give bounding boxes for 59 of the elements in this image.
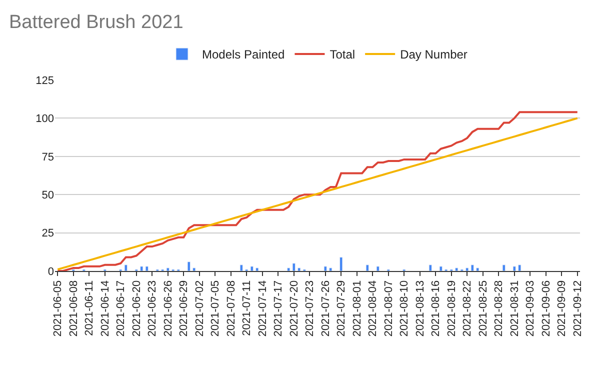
bar (366, 264, 369, 271)
bar (329, 268, 332, 271)
chart-title: Battered Brush 2021 (9, 12, 184, 34)
x-tick-label: 2021-08-28 (493, 280, 506, 337)
x-tick-label: 2021-06-08 (68, 280, 80, 337)
legend-label: Models Painted (202, 48, 285, 62)
x-tick-label: 2021-08-04 (367, 280, 380, 337)
bar (476, 268, 480, 271)
x-tick-label: 2021-06-20 (130, 280, 143, 337)
x-tick-label: 2021-07-17 (272, 280, 285, 337)
bar (187, 262, 190, 271)
x-tick-label: 2021-07-20 (288, 280, 300, 337)
y-tick-label: 125 (36, 74, 54, 87)
x-tick-label: 2021-08-25 (477, 280, 490, 337)
x-tick-label: 2021-07-05 (210, 280, 222, 337)
x-tick-label: 2021-07-29 (336, 280, 348, 337)
x-tick-label: 2021-09-12 (572, 280, 584, 337)
y-tick-label: 25 (42, 228, 54, 240)
x-tick-label: 2021-06-17 (115, 280, 128, 337)
y-tick-label: 50 (42, 189, 54, 202)
bar (240, 264, 243, 271)
x-tick-label: 2021-06-05 (52, 280, 64, 337)
x-tick-label: 2021-07-08 (225, 280, 238, 337)
bar (518, 264, 522, 271)
x-tick-label: 2021-06-14 (99, 280, 112, 337)
y-tick-label: 100 (36, 113, 54, 126)
x-tick-label: 2021-08-16 (430, 280, 442, 337)
x-tick-label: 2021-07-26 (320, 280, 332, 337)
x-tick-label: 2021-09-06 (540, 280, 552, 337)
x-tick-label: 2021-06-23 (146, 280, 159, 337)
bar (340, 257, 343, 271)
x-tick-label: 2021-09-09 (556, 280, 568, 337)
legend-label: Total (330, 48, 356, 62)
bar (502, 264, 506, 271)
bar (439, 266, 442, 271)
x-tick-label: 2021-08-31 (508, 280, 521, 337)
bar (512, 266, 516, 271)
legend-label: Day Number (400, 48, 468, 62)
x-tick-label: 2021-08-10 (398, 280, 411, 337)
bar (376, 266, 380, 271)
bar (324, 266, 327, 271)
x-tick-label: 2021-07-02 (194, 280, 206, 337)
x-tick-label: 2021-07-11 (241, 280, 254, 336)
y-tick-label: 75 (42, 151, 54, 164)
x-tick-label: 2021-08-01 (351, 280, 364, 337)
bar (256, 268, 259, 271)
x-tick-label: 2021-09-03 (524, 280, 537, 337)
x-tick-label: 2021-06-29 (178, 280, 190, 337)
x-tick-label: 2021-08-07 (382, 280, 395, 337)
x-tick-label: 2021-06-11 (84, 280, 96, 336)
x-tick-label: 2021-07-23 (304, 280, 316, 337)
x-tick-label: 2021-07-14 (256, 280, 269, 337)
x-tick-label: 2021-08-22 (462, 280, 474, 337)
bar (192, 268, 196, 271)
y-tick-label: 0 (48, 266, 54, 278)
x-tick-label: 2021-08-19 (446, 280, 458, 337)
bar (428, 264, 432, 271)
x-tick-label: 2021-08-13 (414, 280, 426, 337)
x-tick-label: 2021-06-26 (162, 280, 174, 337)
